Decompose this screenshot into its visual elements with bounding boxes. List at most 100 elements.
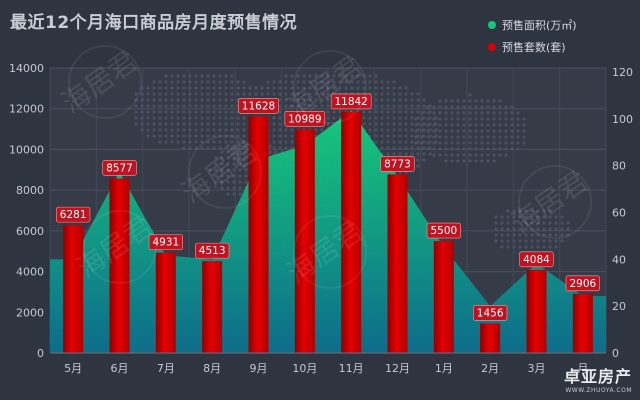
map-dot	[338, 74, 342, 78]
map-dot	[170, 128, 174, 132]
map-dot	[206, 128, 210, 132]
map-dot	[444, 147, 448, 151]
map-dot	[374, 134, 378, 138]
map-dot	[498, 141, 502, 145]
map-dot	[506, 215, 510, 219]
map-dot	[158, 104, 162, 108]
map-dot	[158, 116, 162, 120]
map-dot	[170, 116, 174, 120]
bar	[202, 261, 223, 353]
map-dot	[236, 158, 240, 162]
map-dot	[374, 104, 378, 108]
map-dot	[524, 221, 528, 225]
map-dot	[492, 159, 496, 163]
map-dot	[236, 152, 240, 156]
bar-label-text: 4084	[523, 254, 550, 266]
map-dot	[510, 141, 514, 145]
map-dot	[230, 80, 234, 84]
map-dot	[236, 116, 240, 120]
map-dot	[398, 98, 402, 102]
map-dot	[536, 239, 540, 243]
map-dot	[212, 140, 216, 144]
map-dot	[392, 104, 396, 108]
map-dot	[518, 239, 522, 243]
map-dot	[320, 80, 324, 84]
map-dot	[188, 74, 192, 78]
map-dot	[386, 134, 390, 138]
legend-item-bar[interactable]: 预售套数(套)	[488, 36, 577, 58]
map-dot	[284, 80, 288, 84]
map-dot	[218, 104, 222, 108]
map-dot	[512, 245, 516, 249]
map-dot	[218, 146, 222, 150]
map-dot	[392, 98, 396, 102]
map-dot	[170, 98, 174, 102]
map-dot	[426, 111, 430, 115]
map-dot	[492, 129, 496, 133]
map-dot	[386, 128, 390, 132]
map-dot	[374, 92, 378, 96]
map-dot	[492, 135, 496, 139]
map-dot	[480, 99, 484, 103]
map-dot	[238, 162, 242, 166]
map-dot	[206, 104, 210, 108]
bar-label-bg	[330, 93, 372, 110]
bar-label-text: 8773	[384, 158, 411, 170]
brand-logo-url: WWW.ZHUOYA.COM	[565, 387, 632, 394]
map-dot	[416, 92, 420, 96]
map-dot	[350, 74, 354, 78]
map-dot	[432, 135, 436, 139]
map-dot	[386, 92, 390, 96]
map-dot	[380, 92, 384, 96]
map-dot	[212, 74, 216, 78]
map-dot	[212, 128, 216, 132]
map-dot	[416, 164, 420, 168]
map-dot	[290, 128, 294, 132]
map-dot	[164, 74, 168, 78]
map-dot	[182, 134, 186, 138]
map-dot	[474, 141, 478, 145]
map-dot	[278, 134, 282, 138]
legend-label-area: 预售面积(万㎡)	[502, 19, 577, 32]
map-dot	[226, 180, 230, 184]
map-dot	[164, 104, 168, 108]
map-dot	[480, 159, 484, 163]
map-dot	[480, 117, 484, 121]
brand-logo: 卓亚房产 WWW.ZHUOYA.COM	[564, 363, 632, 394]
map-dot	[332, 74, 336, 78]
map-dot	[140, 122, 144, 126]
map-dot	[254, 92, 258, 96]
map-dot	[468, 147, 472, 151]
map-dot	[510, 147, 514, 151]
x-tick-label: 10月	[292, 362, 317, 375]
map-dot	[548, 239, 552, 243]
map-dot	[386, 122, 390, 126]
legend-item-area[interactable]: 预售面积(万㎡)	[488, 14, 577, 36]
map-dot	[314, 74, 318, 78]
bar-label-text: 1456	[477, 307, 504, 319]
map-dot	[456, 99, 460, 103]
x-tick-label: 11月	[339, 362, 364, 375]
y-left-tick-label: 6000	[16, 225, 44, 238]
map-dot	[542, 233, 546, 237]
map-dot	[474, 123, 478, 127]
map-dot	[462, 159, 466, 163]
map-dot	[332, 86, 336, 90]
map-dot	[486, 153, 490, 157]
map-dot	[200, 110, 204, 114]
map-dot	[374, 122, 378, 126]
y-right-tick-label: 40	[612, 253, 626, 266]
map-dot	[230, 86, 234, 90]
x-tick-label: 6月	[111, 362, 129, 375]
y-left-tick-label: 14000	[9, 62, 44, 75]
map-dot	[516, 129, 520, 133]
map-dot	[302, 98, 306, 102]
map-dot	[468, 129, 472, 133]
bar-label-bg	[238, 97, 279, 114]
map-dot	[438, 105, 442, 109]
map-dot	[302, 104, 306, 108]
map-dot	[450, 111, 454, 115]
map-dot	[206, 98, 210, 102]
map-dot	[512, 233, 516, 237]
y-left-tick-label: 0	[37, 347, 44, 360]
